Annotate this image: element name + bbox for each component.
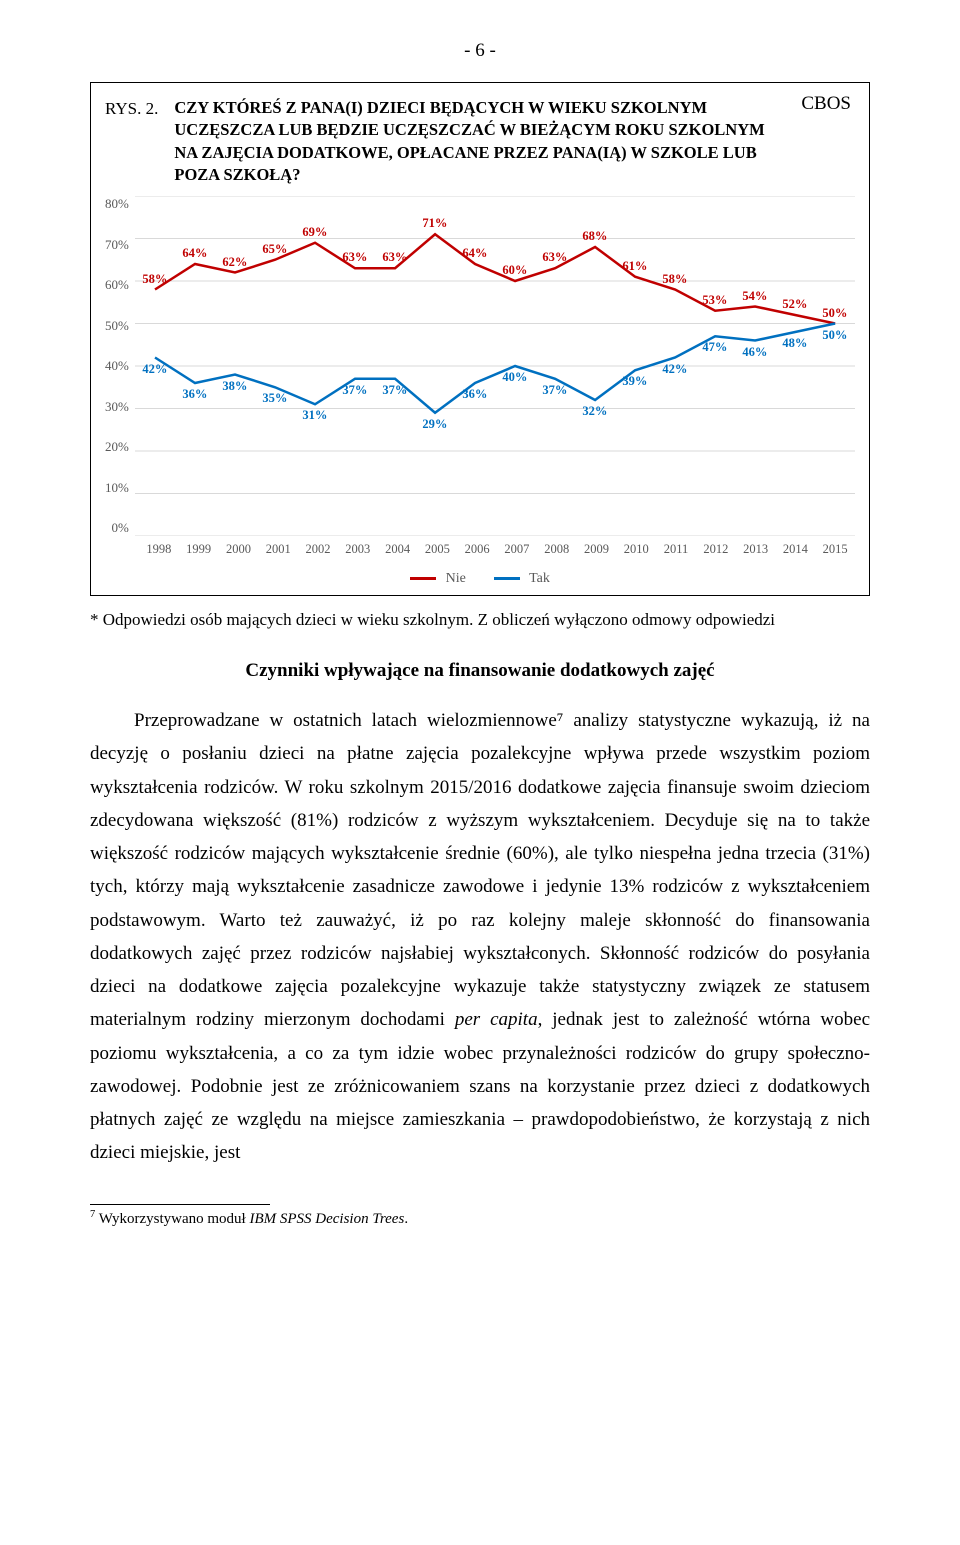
data-label: 69% <box>302 225 327 240</box>
legend-swatch-tak <box>494 577 520 580</box>
data-label: 35% <box>262 391 287 406</box>
data-label: 63% <box>342 250 367 265</box>
chart-panel: CBOS RYS. 2. CZY KTÓREŚ Z PANA(I) DZIECI… <box>90 82 870 596</box>
data-label: 68% <box>582 229 607 244</box>
x-tick-label: 2002 <box>298 542 338 557</box>
x-tick-label: 2010 <box>616 542 656 557</box>
y-tick-label: 70% <box>105 237 129 253</box>
data-label: 31% <box>302 408 327 423</box>
data-label: 58% <box>142 272 167 287</box>
data-label: 40% <box>502 370 527 385</box>
footnote-text-post: . <box>404 1211 408 1227</box>
data-label: 50% <box>822 328 847 343</box>
data-label: 38% <box>222 379 247 394</box>
y-tick-label: 50% <box>105 318 129 334</box>
footnote-text-pre: Wykorzystywano moduł <box>95 1211 249 1227</box>
x-tick-label: 2009 <box>577 542 617 557</box>
chart-legend: Nie Tak <box>105 571 855 587</box>
footnote: 7 Wykorzystywano moduł IBM SPSS Decision… <box>90 1209 870 1228</box>
x-tick-label: 2013 <box>736 542 776 557</box>
data-label: 42% <box>662 362 687 377</box>
data-label: 37% <box>542 383 567 398</box>
x-tick-label: 2011 <box>656 542 696 557</box>
data-label: 58% <box>662 272 687 287</box>
x-tick-label: 2004 <box>378 542 418 557</box>
legend-swatch-nie <box>410 577 436 580</box>
x-tick-label: 2006 <box>457 542 497 557</box>
data-label: 48% <box>782 336 807 351</box>
y-tick-label: 0% <box>112 520 129 536</box>
data-label: 29% <box>422 417 447 432</box>
data-label: 65% <box>262 242 287 257</box>
data-label: 63% <box>382 250 407 265</box>
x-tick-label: 2001 <box>258 542 298 557</box>
data-label: 42% <box>142 362 167 377</box>
figure-title: CZY KTÓREŚ Z PANA(I) DZIECI BĘDĄCYCH W W… <box>174 97 855 186</box>
x-tick-label: 2008 <box>537 542 577 557</box>
y-tick-label: 80% <box>105 196 129 212</box>
data-label: 52% <box>782 297 807 312</box>
figure-number: RYS. 2. <box>105 97 158 119</box>
x-tick-label: 1998 <box>139 542 179 557</box>
x-tick-label: 2000 <box>219 542 259 557</box>
body-paragraph: Przeprowadzane w ostatnich latach wieloz… <box>90 704 870 1170</box>
data-label: 46% <box>742 345 767 360</box>
data-label: 63% <box>542 250 567 265</box>
cbos-label: CBOS <box>801 93 851 115</box>
y-tick-label: 20% <box>105 439 129 455</box>
y-tick-label: 40% <box>105 358 129 374</box>
data-label: 32% <box>582 404 607 419</box>
legend-label-tak: Tak <box>529 571 550 586</box>
y-tick-label: 10% <box>105 480 129 496</box>
legend-label-nie: Nie <box>446 571 466 586</box>
data-label: 64% <box>462 246 487 261</box>
data-label: 47% <box>702 340 727 355</box>
x-tick-label: 2014 <box>776 542 816 557</box>
legend-item-tak: Tak <box>494 571 550 587</box>
data-label: 36% <box>182 387 207 402</box>
data-label: 50% <box>822 306 847 321</box>
body-text: Przeprowadzane w ostatnich latach wieloz… <box>90 704 870 1170</box>
x-tick-label: 2003 <box>338 542 378 557</box>
chart-footnote: * Odpowiedzi osób mających dzieci w wiek… <box>90 610 870 630</box>
footnote-rule <box>90 1204 270 1205</box>
chart-plot-area: 58% 64% 62% 65% 69% 63% 63% 71% 64% 60% 63% 68% 61% 5… <box>135 196 855 536</box>
y-tick-label: 60% <box>105 277 129 293</box>
x-axis: 1998199920002001200220032004200520062007… <box>139 542 855 557</box>
page-number: - 6 - <box>90 40 870 62</box>
data-label: 37% <box>342 383 367 398</box>
y-tick-label: 30% <box>105 399 129 415</box>
data-label: 54% <box>742 289 767 304</box>
data-label: 39% <box>622 374 647 389</box>
x-tick-label: 2005 <box>417 542 457 557</box>
x-tick-label: 2007 <box>497 542 537 557</box>
section-subheading: Czynniki wpływające na finansowanie doda… <box>90 660 870 682</box>
legend-item-nie: Nie <box>410 571 466 587</box>
data-label: 53% <box>702 293 727 308</box>
data-label: 37% <box>382 383 407 398</box>
footnote-text-em: IBM SPSS Decision Trees <box>249 1211 404 1227</box>
y-axis: 80% 70% 60% 50% 40% 30% 20% 10% 0% <box>105 196 135 536</box>
x-tick-label: 1999 <box>179 542 219 557</box>
data-label: 71% <box>422 216 447 231</box>
x-tick-label: 2012 <box>696 542 736 557</box>
data-label: 61% <box>622 259 647 274</box>
x-tick-label: 2015 <box>815 542 855 557</box>
data-label: 60% <box>502 263 527 278</box>
data-label: 62% <box>222 255 247 270</box>
data-label: 64% <box>182 246 207 261</box>
data-label: 36% <box>462 387 487 402</box>
